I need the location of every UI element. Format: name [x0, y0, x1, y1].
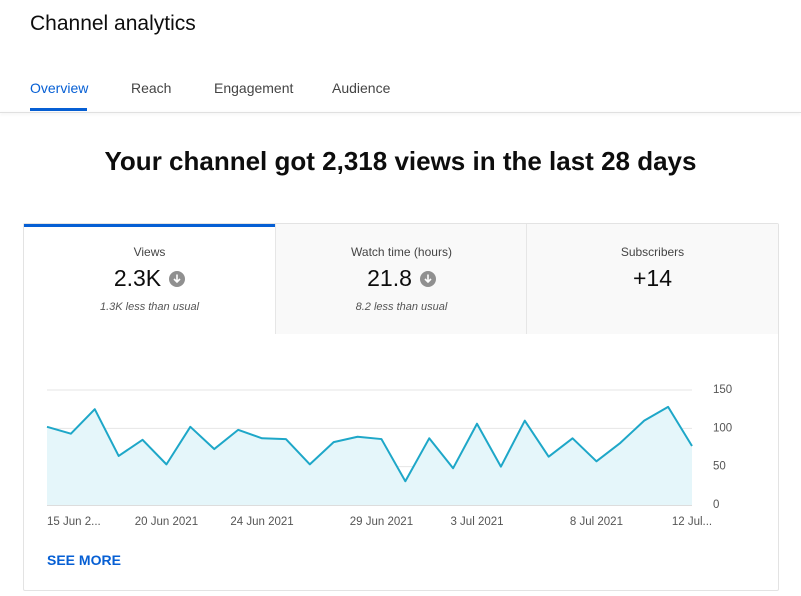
card — [23, 223, 779, 591]
tab[interactable]: Reach — [131, 80, 172, 96]
see-more-link[interactable]: SEE MORE — [47, 552, 121, 568]
metric-note: 8.2 less than usual — [355, 301, 448, 313]
x-tick-label: 29 Jun 2021 — [350, 516, 413, 528]
tab[interactable]: Overview — [30, 80, 89, 96]
tab-indicator — [30, 108, 87, 111]
x-tick-label: 8 Jul 2021 — [570, 516, 623, 528]
x-tick-label: 12 Jul... — [672, 516, 712, 528]
metric-label: Watch time (hours) — [351, 245, 452, 259]
active-indicator — [24, 224, 275, 227]
metric-label: Subscribers — [620, 245, 685, 259]
x-tick-label: 24 Jun 2021 — [230, 516, 293, 528]
metric-card[interactable]: Views 2.3K 1.3K less than usual — [24, 224, 275, 334]
headline: Your channel got 2,318 views in the last… — [104, 146, 697, 176]
down-icon — [419, 270, 436, 287]
x-tick-label: 3 Jul 2021 — [450, 516, 503, 528]
divider — [0, 112, 801, 113]
metric-card[interactable]: Subscribers +14 — [526, 224, 778, 334]
tab[interactable]: Engagement — [214, 80, 294, 96]
metric-value: +14 — [632, 265, 672, 291]
x-tick-label: 15 Jun 2... — [47, 516, 101, 528]
y-tick-label: 100 — [713, 422, 732, 434]
metric-card[interactable]: Watch time (hours) 21.8 8.2 less than us… — [275, 224, 527, 334]
metric-value: 21.8 — [367, 265, 412, 291]
metric-row: +14 — [527, 265, 778, 292]
area — [47, 406, 692, 505]
metric-label: Views — [133, 245, 166, 259]
metric-row: 21.8 — [276, 265, 527, 292]
page-title: Channel analytics — [30, 12, 196, 35]
x-tick-label: 20 Jun 2021 — [135, 516, 198, 528]
tab[interactable]: Audience — [332, 80, 391, 96]
metric-value: 2.3K — [113, 265, 162, 291]
metric-row: 2.3K — [24, 265, 275, 292]
y-tick-label: 150 — [713, 384, 732, 396]
down-icon — [169, 270, 186, 287]
line — [46, 405, 693, 483]
y-tick-label: 0 — [713, 499, 719, 511]
y-tick-label: 50 — [713, 461, 726, 473]
metric-note: 1.3K less than usual — [99, 301, 200, 313]
